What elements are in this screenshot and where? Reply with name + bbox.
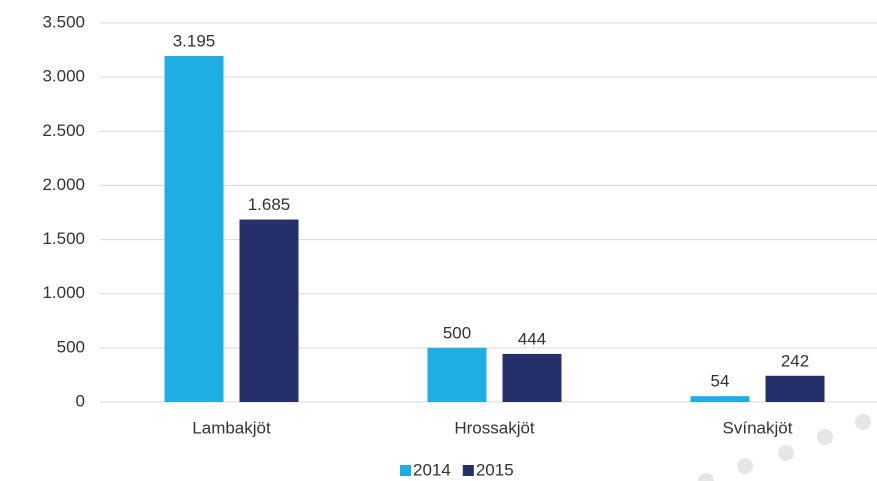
bar [765, 375, 825, 402]
bar [690, 396, 750, 402]
bar [502, 353, 562, 402]
x-tick-label: Lambakjöt [192, 418, 271, 437]
bar [239, 219, 299, 402]
legend-swatch [400, 465, 411, 476]
data-label: 54 [711, 372, 730, 391]
y-tick-label: 2.000 [42, 175, 85, 194]
y-tick-label: 3.500 [42, 12, 85, 31]
x-tick-label: Svínakjöt [723, 418, 793, 437]
data-label: 242 [781, 351, 809, 370]
bar [427, 347, 487, 402]
y-tick-label: 500 [57, 337, 85, 356]
data-label: 1.685 [248, 195, 291, 214]
bar [164, 56, 224, 403]
data-label: 3.195 [173, 32, 216, 51]
x-tick-label: Hrossakjöt [454, 418, 535, 437]
legend-swatch [462, 465, 474, 476]
y-tick-label: 2.500 [42, 121, 85, 140]
legend-label: 2014 [413, 460, 451, 479]
y-tick-label: 1.000 [42, 283, 85, 302]
legend-label: 2015 [476, 460, 514, 479]
data-label: 500 [443, 323, 471, 342]
y-tick-label: 3.000 [42, 67, 85, 86]
y-tick-label: 1.500 [42, 229, 85, 248]
y-tick-label: 0 [76, 391, 85, 410]
data-label: 444 [518, 329, 546, 348]
decoration [698, 414, 871, 481]
